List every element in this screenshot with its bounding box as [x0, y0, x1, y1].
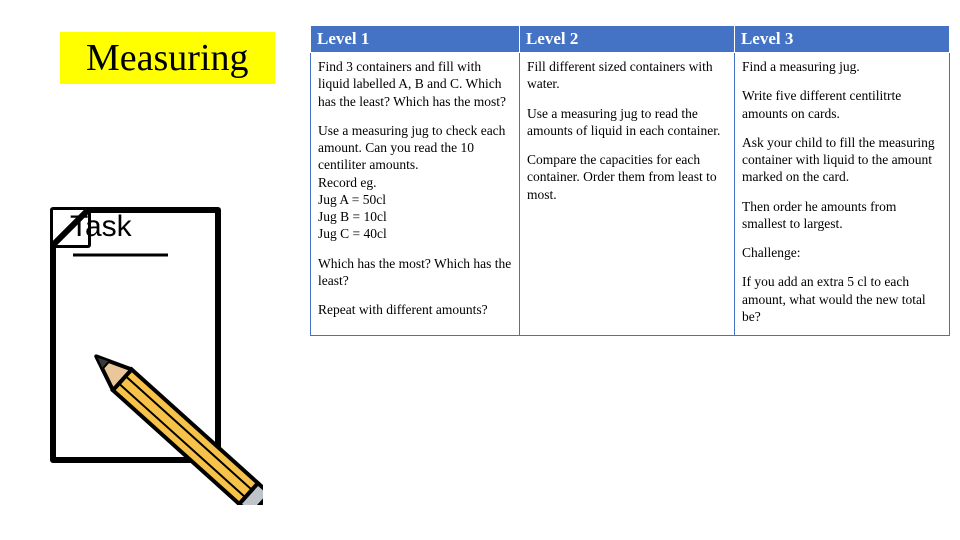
l3-p3: Ask your child to fill the measuring con… [742, 134, 942, 186]
page-root: Measuring Task [0, 0, 960, 540]
cell-level2: Fill different sized containers with wat… [519, 53, 734, 336]
table-header-row: Level 1 Level 2 Level 3 [311, 26, 950, 53]
col-header-level1: Level 1 [311, 26, 520, 53]
page-title-text: Measuring [86, 37, 249, 79]
l1-p2: Use a measuring jug to check each amount… [318, 122, 512, 243]
l1-p1: Find 3 containers and fill with liquid l… [318, 58, 512, 110]
l3-p2: Write five different centilitrte amounts… [742, 87, 942, 122]
levels-table: Level 1 Level 2 Level 3 Find 3 container… [310, 25, 950, 336]
l3-p1: Find a measuring jug. [742, 58, 942, 75]
l3-p4: Then order he amounts from smallest to l… [742, 198, 942, 233]
l2-p1: Fill different sized containers with wat… [527, 58, 727, 93]
l3-p5: Challenge: [742, 244, 942, 261]
page-title: Measuring [60, 32, 275, 84]
table-row: Find 3 containers and fill with liquid l… [311, 53, 950, 336]
cell-level3: Find a measuring jug. Write five differe… [734, 53, 949, 336]
l1-p4: Repeat with different amounts? [318, 301, 512, 318]
task-label: Task [70, 210, 132, 244]
col-header-level2: Level 2 [519, 26, 734, 53]
col-header-level3: Level 3 [734, 26, 949, 53]
l2-p3: Compare the capacities for each containe… [527, 151, 727, 203]
task-illustration [18, 200, 263, 505]
cell-level1: Find 3 containers and fill with liquid l… [311, 53, 520, 336]
l1-p3: Which has the most? Which has the least? [318, 255, 512, 290]
l2-p2: Use a measuring jug to read the amounts … [527, 105, 727, 140]
l3-p6: If you add an extra 5 cl to each amount,… [742, 273, 942, 325]
